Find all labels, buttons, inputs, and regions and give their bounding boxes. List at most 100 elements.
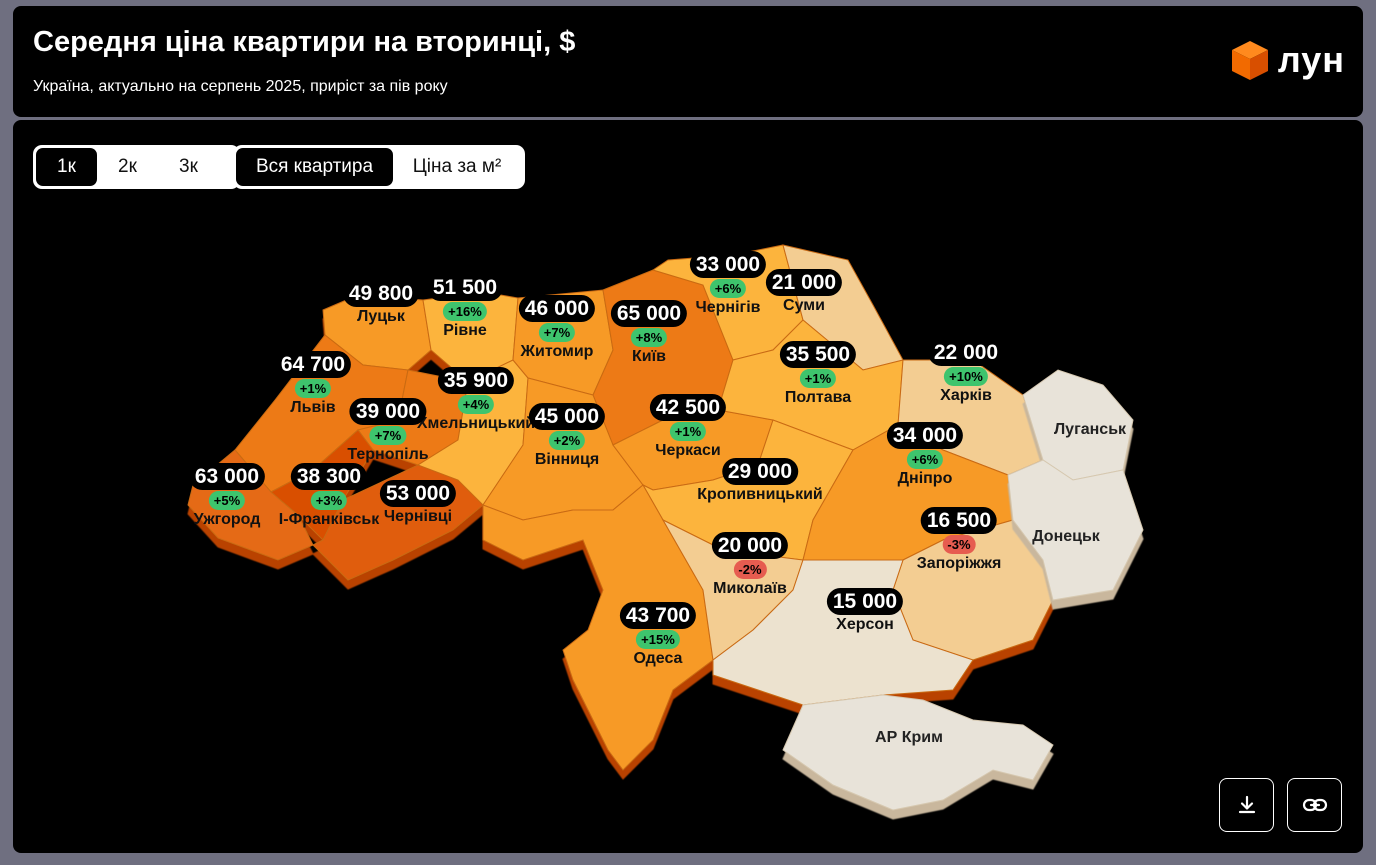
region-label-luhansk: Луганськ	[1053, 421, 1127, 438]
city-growth: +3%	[310, 491, 348, 510]
city-sumy[interactable]: 21 000 Суми	[765, 269, 843, 315]
city-growth: +10%	[944, 367, 988, 386]
city-name: Суми	[783, 297, 825, 314]
city-dnipro[interactable]: 34 000 +6% Дніпро	[886, 422, 964, 488]
city-price: 16 500	[920, 507, 998, 534]
city-name: Миколаїв	[713, 580, 787, 597]
city-vinnytsia[interactable]: 45 000 +2% Вінниця	[528, 403, 606, 469]
download-icon	[1238, 795, 1255, 814]
city-price: 38 300	[290, 463, 368, 490]
city-price: 15 000	[826, 588, 904, 615]
download-button[interactable]	[1219, 778, 1274, 832]
city-uzhhorod[interactable]: 63 000 +5% Ужгород	[188, 463, 266, 529]
city-growth: +6%	[906, 450, 944, 469]
city-khmelnytskyi[interactable]: 35 900 +4% Хмельницький	[417, 367, 535, 433]
city-price: 51 500	[426, 274, 504, 301]
city-price: 21 000	[765, 269, 843, 296]
city-name: Чернівці	[383, 508, 453, 525]
city-price: 49 800	[342, 280, 420, 307]
region-kherson	[712, 559, 974, 706]
city-growth: +4%	[457, 395, 495, 414]
city-growth: +7%	[369, 426, 407, 445]
city-kharkiv[interactable]: 22 000 +10% Харків	[927, 339, 1005, 405]
city-ternopil[interactable]: 39 000 +7% Тернопіль	[347, 398, 429, 464]
rooms-option-3k[interactable]: 3к	[179, 156, 198, 177]
city-price: 43 700	[619, 602, 697, 629]
city-price: 63 000	[188, 463, 266, 490]
city-lviv[interactable]: 64 700 +1% Львів	[274, 351, 352, 417]
city-mykolaiv[interactable]: 20 000 -2% Миколаїв	[711, 532, 789, 598]
city-name: Чернігів	[695, 299, 761, 316]
city-ivano-frankivsk[interactable]: 38 300 +3% І-Франківськ	[279, 463, 379, 529]
rooms-option-2k[interactable]: 2к	[118, 156, 137, 177]
city-growth: +15%	[636, 630, 680, 649]
city-growth: -3%	[942, 535, 976, 554]
header: Середня ціна квартири на вторинці, $ Укр…	[13, 6, 1363, 117]
brand-logo[interactable]: ЛУН	[1230, 39, 1345, 81]
city-price: 35 500	[779, 341, 857, 368]
city-name: Тернопіль	[347, 446, 429, 463]
city-growth: +7%	[538, 323, 576, 342]
city-price: 33 000	[689, 251, 767, 278]
region-label-donetsk: Донецьк	[1032, 528, 1100, 545]
city-name: Кропивницький	[697, 486, 823, 503]
city-chernihiv[interactable]: 33 000 +6% Чернігів	[689, 251, 767, 317]
city-name: Черкаси	[655, 442, 721, 459]
city-price: 35 900	[437, 367, 515, 394]
city-price: 29 000	[721, 458, 799, 485]
share-link-button[interactable]	[1287, 778, 1342, 832]
region-label-crimea: АР Крим	[875, 729, 943, 746]
region-donetsk	[1007, 459, 1144, 601]
city-name: Житомир	[520, 343, 594, 360]
city-growth: -2%	[733, 560, 767, 579]
city-rivne[interactable]: 51 500 +16% Рівне	[426, 274, 504, 340]
rooms-option-1k[interactable]: 1к	[36, 148, 97, 186]
city-name: Харків	[940, 387, 992, 404]
logo-text: ЛУН	[1277, 39, 1345, 80]
map-panel: 1к 2к 3к Вся квартира Ціна за м² 49 800 …	[13, 120, 1363, 853]
city-price: 65 000	[610, 300, 688, 327]
city-name: І-Франківськ	[278, 511, 380, 528]
city-kropyvnytskyi[interactable]: 29 000 Кропивницький	[697, 458, 823, 504]
city-poltava[interactable]: 35 500 +1% Полтава	[779, 341, 857, 407]
link-icon	[1302, 798, 1327, 812]
city-growth: +16%	[443, 302, 487, 321]
city-cherkasy[interactable]: 42 500 +1% Черкаси	[649, 394, 727, 460]
city-price: 42 500	[649, 394, 727, 421]
city-kyiv[interactable]: 65 000 +8% Київ	[610, 300, 688, 366]
city-name: Хмельницький	[416, 415, 536, 432]
cube-logo-icon	[1231, 41, 1268, 80]
city-name: Полтава	[784, 389, 852, 406]
city-price: 20 000	[711, 532, 789, 559]
city-name: Львів	[290, 399, 336, 416]
city-price: 64 700	[274, 351, 352, 378]
mode-option-whole[interactable]: Вся квартира	[236, 148, 393, 186]
rooms-toggle: 1к 2к 3к	[33, 145, 240, 189]
city-growth: +5%	[208, 491, 246, 510]
city-name: Херсон	[836, 616, 894, 633]
city-name: Луцьк	[357, 308, 405, 325]
city-name: Запоріжжя	[916, 555, 1002, 572]
city-price: 34 000	[886, 422, 964, 449]
city-chernivtsi[interactable]: 53 000 Чернівці	[379, 480, 457, 526]
city-name: Одеса	[633, 650, 683, 667]
region-odesa	[482, 484, 714, 771]
city-growth: +8%	[630, 328, 668, 347]
city-growth: +6%	[709, 279, 747, 298]
city-name: Рівне	[443, 322, 487, 339]
mode-option-per-m2[interactable]: Ціна за м²	[412, 156, 502, 177]
city-price: 53 000	[379, 480, 457, 507]
city-name: Дніпро	[897, 470, 953, 487]
city-growth: +1%	[294, 379, 332, 398]
city-lutsk[interactable]: 49 800 Луцьк	[342, 280, 420, 326]
city-zhytomyr[interactable]: 46 000 +7% Житомир	[518, 295, 596, 361]
city-kherson[interactable]: 15 000 Херсон	[826, 588, 904, 634]
city-zaporizhzhia[interactable]: 16 500 -3% Запоріжжя	[916, 507, 1002, 573]
page-title: Середня ціна квартири на вторинці, $	[33, 26, 576, 58]
city-growth: +1%	[799, 369, 837, 388]
city-price: 39 000	[349, 398, 427, 425]
city-odesa[interactable]: 43 700 +15% Одеса	[619, 602, 697, 668]
city-name: Ужгород	[193, 511, 261, 528]
city-name: Київ	[632, 348, 666, 365]
city-price: 46 000	[518, 295, 596, 322]
